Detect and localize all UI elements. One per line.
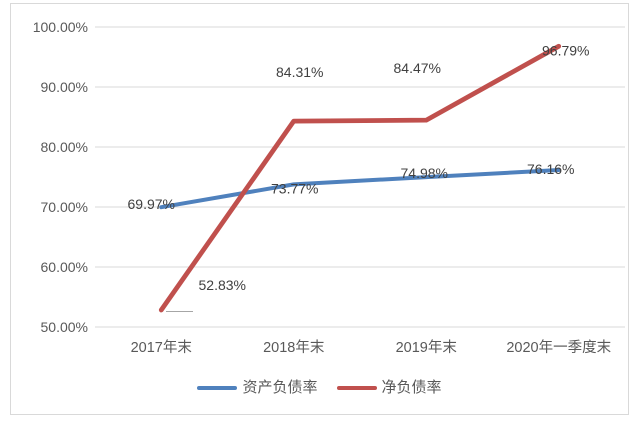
y-axis-tick-label: 60.00%	[41, 259, 88, 275]
data-label: 76.16%	[527, 161, 574, 177]
x-axis-tick-label: 2019年末	[396, 339, 458, 356]
x-axis-tick-label: 2018年末	[263, 339, 325, 356]
data-label: 84.47%	[394, 60, 441, 76]
legend-line-swatch-red	[336, 386, 377, 390]
y-axis-tick-label: 100.00%	[33, 19, 88, 35]
series-line-net-debt-ratio	[158, 43, 562, 313]
legend-item-net-debt-ratio: 净负债率	[336, 379, 442, 397]
y-axis-tick-label: 70.00%	[41, 199, 88, 215]
y-axis-tick-label: 50.00%	[41, 319, 88, 335]
y-axis-tick-label: 80.00%	[41, 139, 88, 155]
y-axis-tick-label: 90.00%	[41, 79, 88, 95]
chart-legend: 资产负债率 净负债率	[10, 379, 629, 397]
legend-label-net-debt-ratio: 净负债率	[381, 379, 442, 396]
data-label: 69.97%	[128, 196, 175, 212]
series-line-asset-liability-ratio	[159, 168, 561, 210]
data-label: 84.31%	[276, 64, 323, 80]
x-axis-tick-label: 2017年末	[131, 339, 193, 356]
x-axis-tick-label: 2020年一季度末	[506, 339, 611, 356]
data-label: 96.79%	[542, 42, 589, 58]
data-label: 73.77%	[271, 180, 318, 196]
legend-item-asset-liability-ratio: 资产负债率	[197, 379, 318, 397]
legend-label-asset-liability-ratio: 资产负债率	[242, 379, 318, 396]
data-label: 74.98%	[401, 165, 448, 181]
legend-line-swatch-blue	[197, 386, 238, 390]
chart-border	[10, 3, 629, 415]
data-label: 52.83%	[199, 277, 246, 293]
